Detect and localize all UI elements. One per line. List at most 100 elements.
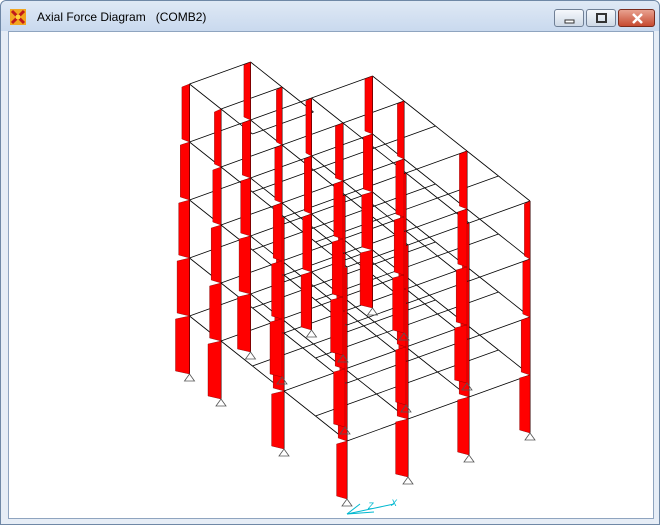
frame-member (220, 86, 283, 110)
axial-force-bar (457, 208, 468, 268)
axial-force-bar (304, 155, 312, 215)
axial-force-bar (361, 191, 373, 251)
axial-force-bar (333, 368, 346, 428)
window-title: Axial Force Diagram (COMB2) (37, 10, 207, 24)
frame-member (405, 208, 468, 232)
axial-force-bar (457, 396, 470, 456)
close-button[interactable] (618, 9, 655, 27)
frame-member (283, 390, 316, 417)
support-icon (337, 354, 349, 363)
axial-force-bar (180, 141, 190, 201)
frame-member (376, 197, 438, 221)
frame-member (498, 175, 531, 202)
axial-force-bar (237, 293, 251, 353)
axial-force-bar (210, 224, 222, 284)
frame-member (281, 122, 344, 146)
frame-member (342, 216, 405, 240)
minimize-button[interactable] (554, 9, 584, 27)
frame-member (189, 83, 222, 110)
support-icon (244, 351, 257, 360)
support-icons (183, 307, 536, 507)
support-icon (524, 432, 536, 441)
frame-member (403, 158, 436, 185)
frame-member (405, 230, 438, 257)
frame-member (344, 310, 377, 337)
maximize-button[interactable] (586, 9, 616, 27)
frame-member (281, 318, 314, 345)
axial-force-bar (276, 86, 283, 146)
frame-member (374, 125, 436, 149)
frame-member (281, 180, 344, 204)
frame-member (468, 316, 531, 340)
axial-force-bar (359, 249, 373, 309)
frame-member (468, 258, 531, 282)
frame-member (403, 100, 436, 127)
frame-member (435, 125, 468, 152)
axial-force-bar (522, 258, 531, 318)
axial-force-bar (269, 318, 283, 378)
axial-force-bar (175, 315, 190, 375)
frame-member (252, 169, 314, 193)
title-bar[interactable]: Axial Force Diagram (COMB2) (1, 1, 659, 31)
axial-force-bar (271, 260, 283, 320)
frame-member (220, 144, 283, 168)
frame-member (250, 61, 283, 88)
axial-force-bar (274, 144, 283, 204)
frame-member (283, 332, 316, 359)
support-icon (305, 329, 318, 338)
axial-force-bar (243, 61, 251, 121)
axial-force-diagram: Z X (175, 61, 536, 515)
axial-force-bar (335, 122, 344, 182)
axial-force-bar (330, 296, 344, 356)
axial-force-bar (363, 133, 373, 193)
axial-force-bar (397, 100, 405, 160)
frame-member (405, 346, 438, 373)
frame-member (372, 75, 405, 102)
support-icon (461, 382, 473, 391)
axial-force-bar (302, 213, 312, 273)
axial-force-bar (459, 150, 468, 210)
frame-member (403, 274, 436, 301)
frame-member (311, 97, 344, 124)
axial-force-bar (176, 257, 190, 317)
axial-force-bar (524, 200, 531, 260)
axial-force-bar (395, 418, 409, 478)
frame-member (437, 175, 499, 199)
support-icon (463, 454, 475, 463)
frame-member (405, 150, 468, 174)
frame-member (405, 288, 438, 315)
sap-app-icon[interactable] (10, 9, 26, 25)
axial-force-bar (333, 180, 344, 240)
frame-member (466, 266, 499, 293)
axial-force-bar (305, 97, 312, 157)
frame-member (344, 368, 377, 395)
frame-member (468, 200, 531, 224)
axial-force-bar (238, 235, 251, 295)
support-icon (215, 398, 227, 407)
support-icon (276, 376, 288, 385)
frame-member (342, 100, 405, 124)
axis-label-x: X (390, 498, 398, 508)
diagram-canvas[interactable]: Z X (8, 31, 654, 519)
frame-member (220, 202, 283, 226)
frame-member (466, 324, 499, 351)
axial-force-bar (271, 390, 285, 450)
support-icon (278, 448, 290, 457)
frame-member (405, 172, 438, 199)
axial-force-bar (212, 166, 222, 226)
maximize-icon (596, 13, 607, 23)
axial-force-bar (395, 158, 405, 218)
frame-member (220, 340, 253, 367)
axial-force-bar (456, 266, 468, 326)
force-bars (175, 61, 531, 500)
support-icon (402, 476, 414, 485)
support-icon (398, 332, 410, 341)
axial-force-bar (300, 271, 312, 331)
axial-force-bar (273, 202, 283, 262)
frame-member (466, 150, 499, 177)
frame-member (342, 158, 405, 182)
axial-force-bar (242, 119, 251, 179)
close-icon (632, 13, 643, 24)
frame-member (311, 75, 373, 99)
